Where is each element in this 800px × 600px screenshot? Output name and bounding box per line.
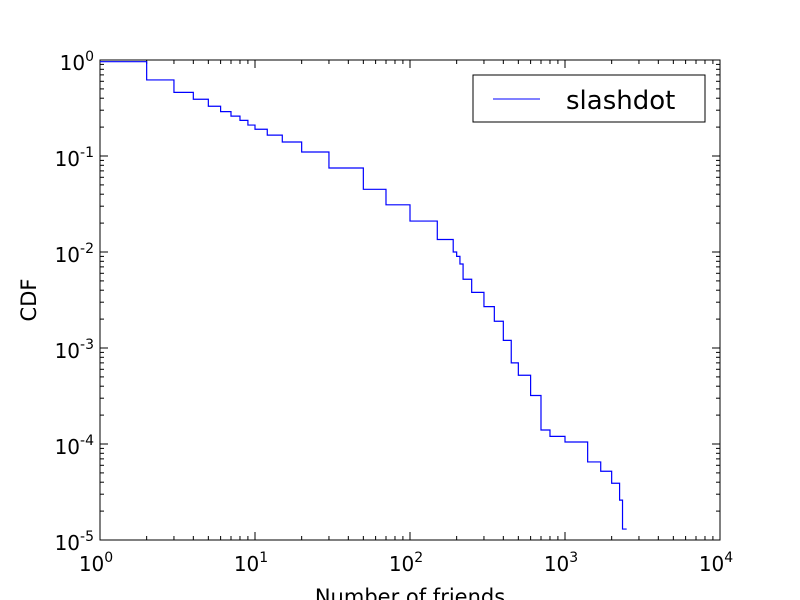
tick-labels: 100 101 102 103 104 10-5 10-4 10-3 10-2 10-1 100 [55,49,734,576]
plot-frame [99,59,721,541]
x-tick-label: 103 [544,550,578,576]
y-tick-label: 10-3 [55,337,94,363]
y-axis-label: CDF [17,279,41,322]
series-group [100,61,627,530]
y-tick-label: 10-4 [55,433,95,459]
x-axis-label: Number of friends [315,585,505,600]
y-tick-label: 10-5 [55,529,94,555]
x-tick-label: 101 [234,550,268,576]
legend: slashdot [472,74,706,123]
y-tick-label: 10-1 [55,145,94,171]
series-line-slashdot [100,61,627,530]
x-tick-label: 102 [389,550,423,576]
x-tick-label: 104 [699,550,733,576]
y-tick-label: 10-2 [55,241,94,267]
y-tick-label: 100 [60,49,94,75]
axis-ticks [99,59,721,541]
x-tick-label: 100 [79,550,113,576]
legend-label-slashdot: slashdot [566,86,675,116]
